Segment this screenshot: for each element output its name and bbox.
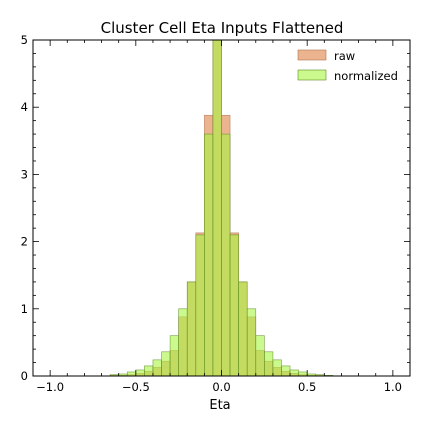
normalized-bar [229,234,239,377]
legend: raw normalized [297,49,398,83]
normalized-bar [126,371,137,377]
x-tick-label: 0.0 [212,380,230,394]
normalized-bar [204,133,214,377]
normalized-bar [144,365,154,377]
normalized-bar [195,234,205,377]
y-tick-label: 4 [21,100,28,114]
bars-layer [109,39,334,377]
normalized-bar [238,281,248,377]
normalized-bar [212,39,222,377]
normalized-bar [186,281,197,377]
x-tick-label: −0.5 [122,380,150,394]
normalized-bar [281,365,291,377]
y-tick-label: 1 [21,302,28,316]
normalized-bar [221,133,231,377]
x-axis-label: Eta [209,398,230,413]
normalized-bar [169,335,179,377]
series-normalized [109,39,334,377]
legend-label-normalized: normalized [334,69,398,83]
legend-swatch-normalized [297,69,327,81]
normalized-bar [255,335,265,377]
normalized-bar [289,369,299,377]
normalized-bar [272,359,282,377]
y-tick-label: 5 [21,33,28,47]
y-tick-label: 2 [21,235,28,249]
x-tick-label: 1.0 [384,380,402,394]
legend-label-raw: raw [334,49,355,63]
legend-swatch-raw [297,49,327,61]
normalized-bar [246,308,257,377]
y-tick-label: 3 [21,167,28,181]
normalized-bar [178,308,188,377]
normalized-bar [152,359,162,377]
plot-frame [32,39,411,377]
y-tick-label: 0 [21,369,28,383]
normalized-bar [264,351,274,377]
normalized-bar [161,351,171,377]
chart-title: Cluster Cell Eta Inputs Flattened [101,19,344,37]
normalized-bar [298,371,308,377]
x-tick-label: −1.0 [36,380,64,394]
normalized-bar [135,369,145,377]
x-tick-label: 0.5 [298,380,316,394]
